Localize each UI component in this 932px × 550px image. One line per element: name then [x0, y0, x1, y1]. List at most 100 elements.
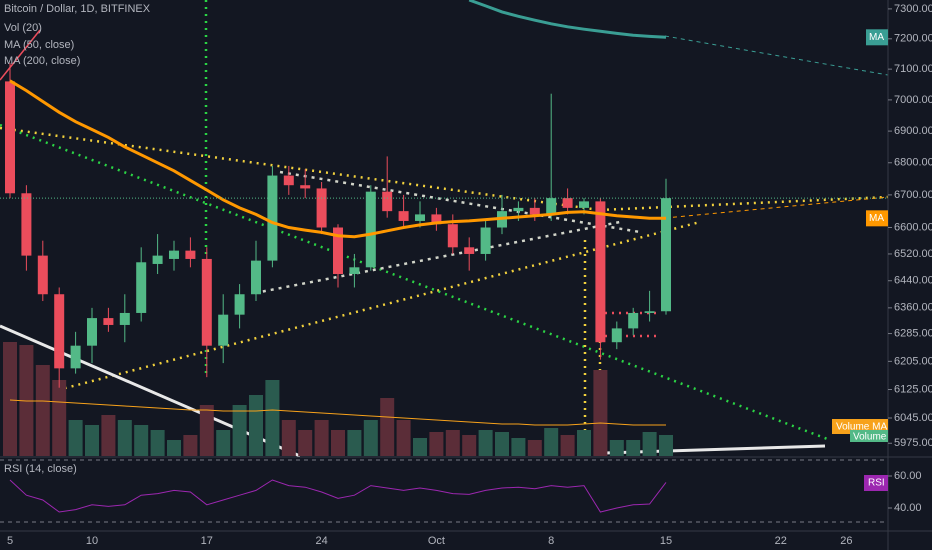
- volume-bar: [68, 420, 83, 456]
- candle-body: [103, 318, 114, 325]
- x-tick-label: 22: [775, 535, 787, 547]
- volume-bar: [495, 432, 509, 456]
- y-tick-label: 6045.00: [894, 412, 932, 424]
- volume-bar: [199, 405, 214, 456]
- candle-body: [54, 294, 65, 369]
- y-tick-label: 6800.00: [894, 157, 932, 169]
- candle-body: [611, 328, 622, 343]
- legend-ma50: MA (50, close): [4, 39, 74, 51]
- volume-bar: [560, 435, 575, 456]
- candle-body: [480, 227, 491, 254]
- trend-line: [57, 220, 701, 392]
- y-tick-label: 6205.00: [894, 355, 932, 367]
- volume-bar: [593, 370, 608, 456]
- volume-bar: [265, 380, 280, 456]
- candle-body: [431, 214, 442, 225]
- volume-bar: [314, 420, 329, 456]
- volume-bar: [609, 440, 624, 456]
- volume-bar: [577, 430, 591, 456]
- volume-bar: [544, 428, 559, 456]
- candle-body: [415, 214, 425, 221]
- candle-body: [185, 250, 196, 259]
- volume-bar: [380, 398, 395, 456]
- ma-label-box: [866, 29, 888, 46]
- candle-body: [349, 267, 360, 275]
- trend-line: [0, 29, 41, 81]
- candle-body: [661, 198, 671, 312]
- y-tick-label: 6900.00: [894, 125, 932, 137]
- ma-label-box: [866, 210, 888, 227]
- volume-bar: [413, 438, 427, 456]
- candle-body: [513, 207, 524, 212]
- volume-box: [850, 430, 888, 442]
- candle-body: [37, 255, 48, 295]
- candle-body: [267, 175, 278, 261]
- trend-line: [604, 444, 826, 455]
- volume-bar: [363, 420, 378, 456]
- volume-bar: [626, 440, 641, 456]
- ma-line: [468, 0, 667, 39]
- volume-bar: [347, 430, 362, 456]
- y-tick-label: 7100.00: [894, 63, 932, 75]
- volume-bar: [3, 342, 17, 456]
- volume-bar: [429, 432, 444, 456]
- trend-line: [254, 220, 621, 295]
- volume-bar: [101, 415, 116, 456]
- x-tick-label: 8: [548, 535, 554, 547]
- x-tick-label: 26: [840, 535, 852, 547]
- candle-body: [21, 193, 32, 256]
- volume-bar: [216, 430, 231, 456]
- x-tick-label: 15: [660, 535, 672, 547]
- volume-bar: [478, 430, 493, 456]
- candle-body: [283, 175, 294, 186]
- y-tick-label: 6285.00: [894, 327, 932, 339]
- candle-body: [464, 247, 475, 254]
- volume-bar: [659, 435, 673, 456]
- rsi-box: [864, 475, 888, 491]
- candle-body: [595, 201, 606, 343]
- trend-line: [279, 170, 641, 234]
- y-tick-label: 6125.00: [894, 383, 932, 395]
- x-tick-label: 17: [201, 535, 213, 547]
- candle-body: [333, 227, 343, 275]
- ma-projection: [664, 35, 889, 76]
- volume-bar: [396, 420, 411, 456]
- y-tick-label: 7200.00: [894, 33, 932, 45]
- x-tick-label: 5: [7, 535, 13, 547]
- y-tick-label: 6700.00: [894, 189, 932, 201]
- volume-bar: [511, 438, 526, 456]
- candle-body: [316, 188, 327, 228]
- volume-bar: [117, 420, 132, 456]
- volume-bar: [527, 440, 542, 456]
- volume-bar: [150, 430, 165, 456]
- legend-volume: Vol (20): [4, 22, 42, 34]
- x-tick-label: 24: [315, 535, 327, 547]
- volume-ma-line: [9, 399, 666, 426]
- y-tick-label: 6520.00: [894, 248, 932, 260]
- x-tick-label: Oct: [428, 535, 445, 547]
- ma-projection: [664, 196, 889, 219]
- volume-bar: [232, 405, 247, 456]
- candle-body: [546, 198, 557, 215]
- candle-body: [169, 250, 179, 259]
- volume-bar: [249, 395, 263, 456]
- candle-body: [300, 185, 311, 189]
- candle-body: [70, 345, 81, 369]
- volume-bar: [35, 365, 50, 456]
- y-tick-label: 5975.00: [894, 437, 932, 449]
- trend-line: [0, 126, 601, 212]
- volume-bar: [134, 425, 149, 456]
- y-tick-label: 6440.00: [894, 275, 932, 287]
- trend-line: [0, 123, 831, 442]
- y-tick-label: 6360.00: [894, 302, 932, 314]
- candle-body: [5, 81, 15, 194]
- candle-body: [447, 224, 458, 248]
- candle-body: [398, 211, 409, 221]
- volume-ma-label: Volume MA: [836, 422, 887, 433]
- candle-body: [218, 314, 229, 346]
- volume-bar: [281, 420, 296, 456]
- volume-label: Volume: [853, 432, 887, 443]
- candle-body: [136, 262, 147, 313]
